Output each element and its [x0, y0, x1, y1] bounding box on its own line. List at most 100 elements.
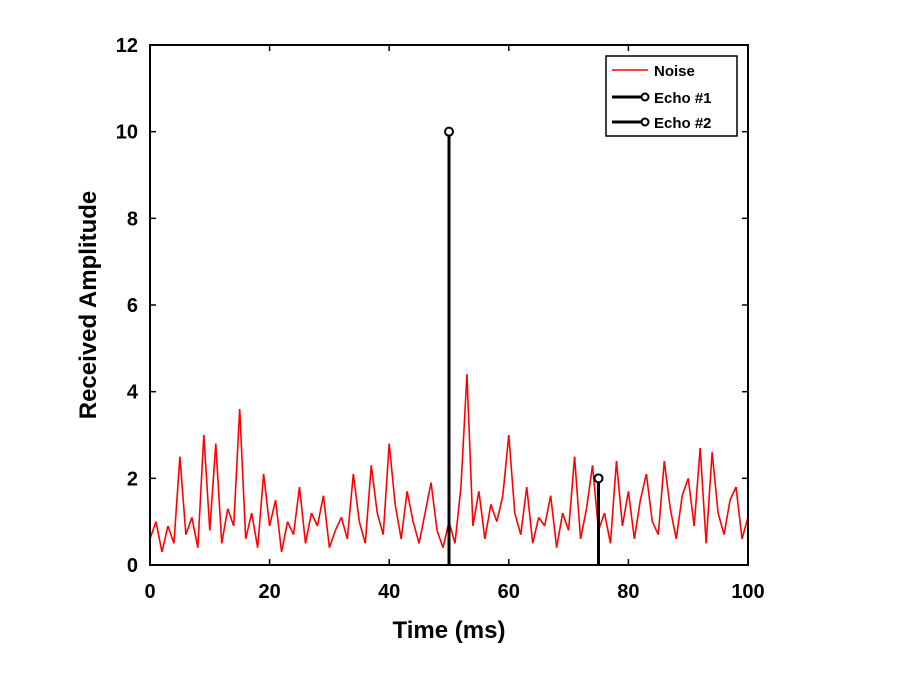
noise-segment	[687, 478, 695, 527]
x-tick-label: 80	[617, 581, 639, 603]
noise-segment	[555, 512, 564, 548]
noise-segment	[364, 465, 373, 544]
noise-segment	[645, 473, 654, 522]
noise-segment	[167, 525, 175, 544]
legend: Noise Echo #1 Echo #2	[605, 55, 738, 137]
noise-segment	[310, 512, 319, 527]
x-axis-label: Time (ms)	[393, 617, 506, 644]
noise-segment	[185, 517, 193, 535]
noise-segment	[382, 443, 390, 535]
noise-segment	[735, 486, 743, 540]
noise-segment	[412, 521, 420, 544]
noise-segment	[609, 460, 618, 544]
noise-segment	[543, 495, 552, 527]
noise-segment	[657, 460, 666, 535]
noise-segment	[268, 499, 277, 527]
noise-segment	[567, 456, 576, 531]
noise-segment	[549, 495, 558, 548]
noise-segment	[424, 482, 432, 514]
noise-segment	[514, 512, 522, 535]
noise-segment	[639, 473, 648, 501]
noise-segment	[502, 434, 510, 496]
y-tick-label: 8	[127, 208, 138, 230]
legend-marker-echo-1	[640, 92, 650, 102]
noise-segment	[352, 473, 361, 522]
noise-segment	[519, 486, 528, 535]
echo-2-marker	[593, 473, 604, 484]
x-tick-label: 20	[258, 581, 280, 603]
noise-segment	[274, 499, 283, 553]
noise-segment	[340, 517, 349, 540]
noise-segment	[531, 517, 540, 544]
noise-segment	[579, 508, 588, 540]
noise-segment	[633, 499, 642, 540]
noise-segment	[603, 512, 612, 544]
noise-segment	[179, 456, 187, 535]
noise-segment	[693, 447, 701, 527]
noise-segment	[328, 530, 337, 548]
noise-segment	[161, 525, 169, 553]
noise-segment	[627, 491, 636, 540]
noise-segment	[406, 491, 414, 522]
noise-segment	[615, 460, 624, 527]
noise-segment	[304, 512, 313, 544]
stem-series	[444, 126, 604, 565]
noise-segment	[496, 495, 504, 522]
noise-segment	[490, 504, 498, 522]
noise-segment	[717, 512, 725, 535]
noise-segment	[669, 508, 678, 540]
noise-segment	[478, 491, 486, 540]
x-tick-label: 0	[144, 581, 155, 603]
y-axis-ticks: 0 2 4 6 8 10 12	[116, 35, 748, 577]
noise-segment	[334, 516, 343, 531]
legend-label-echo-2: Echo #2	[654, 115, 712, 132]
noise-segment	[376, 512, 384, 535]
noise-segment	[280, 521, 289, 553]
x-tick-label: 40	[378, 581, 400, 603]
y-tick-label: 12	[116, 35, 138, 57]
x-tick-label: 100	[731, 581, 764, 603]
noise-segment	[298, 486, 307, 544]
noise-segment	[173, 456, 181, 544]
noise-segment	[214, 443, 223, 544]
noise-segment	[238, 408, 247, 540]
noise-segment	[525, 486, 534, 544]
noise-segment	[430, 482, 438, 531]
noise-series	[149, 374, 749, 553]
noise-segment	[262, 473, 271, 527]
noise-segment	[729, 486, 737, 501]
y-tick-label: 10	[116, 122, 138, 144]
noise-segment	[322, 495, 331, 548]
noise-segment	[538, 516, 546, 527]
noise-segment	[232, 408, 241, 527]
noise-segment	[203, 434, 211, 531]
noise-segment	[472, 491, 480, 527]
noise-segment	[244, 512, 253, 540]
noise-segment	[418, 512, 426, 544]
noise-segment	[681, 478, 689, 496]
y-tick-label: 4	[127, 382, 139, 404]
x-tick-label: 60	[498, 581, 520, 603]
noise-segment	[573, 456, 582, 540]
noise-segment	[388, 443, 396, 505]
noise-segment	[197, 434, 205, 548]
noise-segment	[346, 473, 355, 540]
y-axis-label: Received Amplitude	[75, 191, 102, 420]
noise-segment	[460, 374, 468, 488]
noise-segment	[220, 508, 229, 544]
x-axis-ticks: 0 20 40 60 80 100	[144, 45, 765, 603]
noise-segment	[508, 434, 516, 514]
noise-segment	[358, 521, 367, 544]
noise-segment	[436, 530, 444, 548]
noise-segment	[705, 452, 713, 544]
y-tick-label: 2	[127, 468, 138, 490]
y-tick-label: 6	[127, 295, 138, 317]
noise-segment	[561, 512, 570, 531]
noise-segment	[723, 499, 731, 535]
legend-label-noise: Noise	[654, 63, 695, 80]
noise-segment	[621, 491, 630, 527]
noise-segment	[484, 504, 492, 540]
noise-segment	[155, 521, 163, 553]
noise-segment	[675, 495, 684, 540]
